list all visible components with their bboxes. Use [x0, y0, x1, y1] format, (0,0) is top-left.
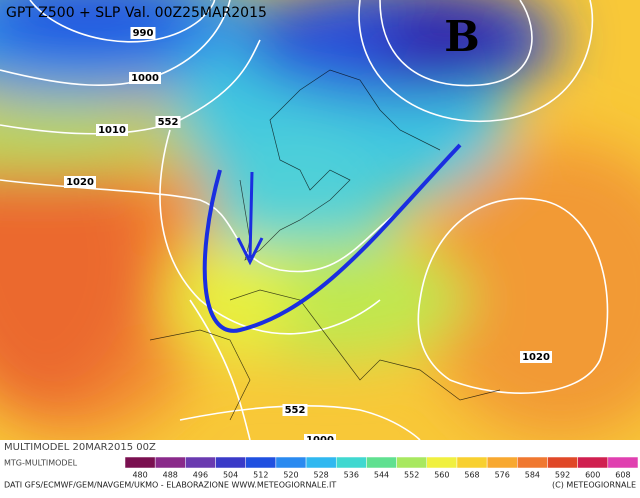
colorbar-tick-label: 592 [555, 471, 570, 480]
contour-label: 552 [158, 117, 179, 128]
isobar [0, 179, 401, 273]
height-field [0, 0, 640, 440]
coastline [229, 289, 501, 401]
contour-label: 1000 [131, 73, 159, 84]
map: GPT Z500 + SLP Val. 00Z25MAR2015 B 990 100… [0, 0, 640, 446]
trough-line [202, 143, 462, 333]
isobar [179, 405, 421, 441]
flow-arrow [236, 171, 264, 266]
label-box [130, 27, 156, 39]
label-box [155, 116, 181, 128]
colorbar-tick-label: 584 [525, 471, 540, 480]
colorbar-tick-label: 536 [344, 471, 359, 480]
label-box [282, 404, 308, 416]
colorbar-tick-label: 520 [283, 471, 298, 480]
label-box [64, 176, 96, 188]
colorbar-cell [607, 456, 639, 469]
colorbar-cell [396, 456, 428, 469]
coastline [239, 69, 441, 261]
copyright: (C) METEOGIORNALE [552, 481, 636, 490]
colorbar-cell [245, 456, 277, 469]
colorbar-cell [335, 456, 367, 469]
colorbar-cell [154, 456, 186, 469]
colorbar-cell [517, 456, 548, 469]
isobars [0, 0, 609, 441]
colorbar-tick-label: 576 [495, 471, 510, 480]
map-title: GPT Z500 + SLP Val. 00Z25MAR2015 [6, 5, 267, 21]
credits: DATI GFS/ECMWF/GEM/NAVGEM/UKMO - ELABORA… [4, 481, 336, 490]
colorbar-tick-label: 488 [163, 471, 178, 480]
contour-label: 1020 [66, 177, 94, 188]
colorbar-cell [456, 456, 488, 469]
colorbar-cell [215, 456, 246, 469]
label-box [96, 124, 128, 136]
contour-label: 1010 [98, 125, 126, 136]
colorbar-cell [185, 456, 216, 469]
colorbar-tick-label: 552 [404, 471, 419, 480]
colorbar-cell [275, 456, 307, 469]
coastlines [149, 69, 501, 421]
colorbar-tick-label: 560 [434, 471, 449, 480]
contour-label: 552 [285, 405, 306, 416]
colorbar-cell [577, 456, 609, 469]
isobar [417, 197, 609, 394]
colorbar-tick-label: 512 [253, 471, 268, 480]
model-run: MULTIMODEL 20MAR2015 00Z [4, 442, 156, 453]
source: MTG-MULTIMODEL [4, 459, 78, 468]
isobar [189, 299, 251, 441]
colorbar-cell [426, 456, 458, 469]
pressure-center-label: B [444, 12, 480, 61]
colorbar-cell [366, 456, 397, 469]
contour-label: 990 [133, 28, 154, 39]
colorbar-tick-label: 608 [615, 471, 630, 480]
colorbar-tick-label: 496 [193, 471, 208, 480]
isobar [379, 0, 533, 87]
label-box [520, 351, 552, 363]
label-box [129, 72, 161, 84]
colorbar-cell [305, 456, 337, 469]
colorbar-tick-label: 568 [464, 471, 479, 480]
isobar [358, 0, 594, 122]
coastline [149, 329, 251, 421]
colorbar-tick-label: 480 [132, 471, 147, 480]
isobar [159, 129, 381, 335]
colorbar-cell [486, 456, 518, 469]
contour-label: 1020 [522, 352, 550, 363]
colorbar-tick-label: 600 [585, 471, 600, 480]
colorbar-cell [124, 456, 156, 469]
colorbar-cell [547, 456, 578, 469]
colorbar-tick-label: 528 [314, 471, 329, 480]
colorbar-tick-label: 504 [223, 471, 238, 480]
isobar [29, 0, 216, 43]
colorbar: 480 488 496 504 512 520 528 536 544 552 560 568 576 5… [124, 456, 639, 480]
colorbar-tick-label: 544 [374, 471, 389, 480]
